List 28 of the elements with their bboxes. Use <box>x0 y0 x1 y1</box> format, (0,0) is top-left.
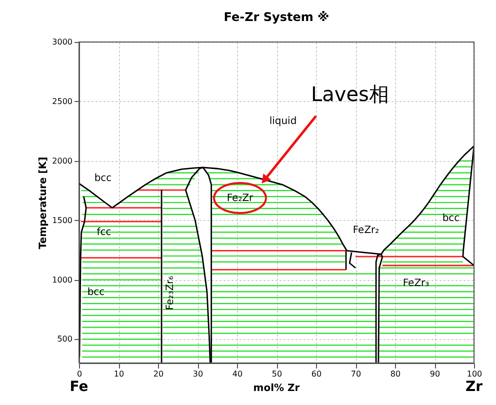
y-tick-label: 2000 <box>52 156 72 166</box>
x-tick-label: 70 <box>350 370 362 378</box>
x-tick-label: 0 <box>76 370 82 378</box>
x-tick-label: 50 <box>272 370 282 378</box>
text: Fe <box>70 379 88 395</box>
y-tick-label: 500 <box>57 334 72 344</box>
x-tick-label: 80 <box>390 370 401 378</box>
text: Zr <box>465 379 483 395</box>
y-tick-label: 3000 <box>52 38 72 46</box>
annotation: liquid <box>269 116 297 127</box>
x-tick-label: 100 <box>466 370 482 378</box>
x-axis-title: mol% Zr <box>253 383 300 394</box>
x-tick-label: 40 <box>232 370 243 378</box>
annotation: bcc <box>442 213 460 224</box>
x-tick-label: 10 <box>114 370 124 378</box>
y-tick-label: 1000 <box>52 275 72 284</box>
annotation: bcc <box>94 173 112 184</box>
x-tick-label: 90 <box>430 370 440 378</box>
annotation: Laves相 <box>311 82 389 106</box>
y-tick-label: 1500 <box>52 216 72 225</box>
annotation: FeZr₂ <box>352 225 380 236</box>
y-tick-label: 2500 <box>52 96 72 106</box>
annotation: Fe₂₃Zr₆ <box>165 276 176 310</box>
x-tick-label: 30 <box>192 370 204 378</box>
y-axis-title: Temperature [K] <box>38 156 50 250</box>
chart-title: Fe-Zr System ※ <box>224 10 330 24</box>
x-tick-label: 60 <box>311 370 322 378</box>
x-tick-label: 20 <box>153 370 164 378</box>
